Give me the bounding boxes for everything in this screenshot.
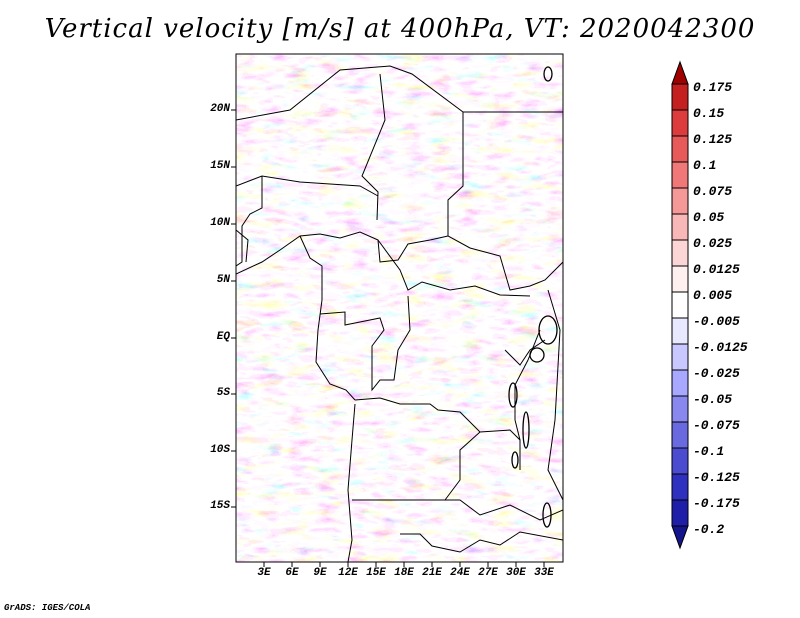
- colorbar-label: -0.025: [693, 366, 740, 381]
- colorbar-label: -0.0125: [693, 340, 748, 355]
- axis-ticks: [231, 109, 545, 567]
- lon-label: 12E: [338, 567, 358, 579]
- lat-label: 5N: [216, 274, 230, 286]
- colorbar-segment: [671, 369, 689, 397]
- velocity-noise-layer: [236, 54, 563, 562]
- colorbar-segment: [671, 161, 689, 189]
- colorbar-label: 0.15: [693, 106, 725, 121]
- colorbar-label: 0.05: [693, 210, 725, 225]
- credit-text: GrADS: IGES/COLA: [4, 603, 91, 613]
- colorbar-label: -0.005: [693, 314, 740, 329]
- lon-label: 33E: [534, 567, 554, 579]
- lon-label: 15E: [366, 567, 386, 579]
- lon-label: 24E: [450, 567, 470, 579]
- colorbar-label: 0.075: [693, 184, 733, 199]
- map-title: Vertical velocity [m/s] at 400hPa, VT: 2…: [44, 14, 756, 44]
- lon-label: 21E: [422, 567, 442, 579]
- colorbar-arrow-top: [671, 60, 689, 85]
- colorbar-segment: [671, 291, 689, 319]
- lon-label: 6E: [285, 567, 299, 579]
- lon-label: 30E: [506, 567, 526, 579]
- colorbar-segment: [671, 473, 689, 501]
- lat-label: 5S: [216, 387, 230, 399]
- lat-label: 10S: [210, 444, 230, 456]
- colorbar: [671, 60, 689, 550]
- lat-label: EQ: [216, 331, 230, 343]
- colorbar-segment: [671, 109, 689, 137]
- lon-label: 18E: [394, 567, 414, 579]
- colorbar-label: 0.0125: [693, 262, 740, 277]
- country-borders: [236, 65, 563, 562]
- colorbar-label: -0.125: [693, 470, 740, 485]
- lat-label: 15N: [210, 160, 230, 172]
- colorbar-segment: [671, 421, 689, 449]
- colorbar-segment: [671, 265, 689, 293]
- colorbar-segment: [671, 395, 689, 423]
- colorbar-label: 0.1: [693, 158, 717, 173]
- colorbar-segment: [671, 343, 689, 371]
- colorbar-label: 0.005: [693, 288, 733, 303]
- colorbar-segment: [671, 447, 689, 475]
- colorbar-label: 0.025: [693, 236, 733, 251]
- lat-label: 10N: [210, 217, 230, 229]
- colorbar-label: -0.175: [693, 496, 740, 511]
- lat-label: 20N: [210, 103, 230, 115]
- lat-label: 15S: [210, 500, 230, 512]
- colorbar-label: -0.1: [693, 444, 725, 459]
- colorbar-segment: [671, 83, 689, 111]
- lon-label: 9E: [313, 567, 327, 579]
- lakes: [508, 66, 558, 528]
- colorbar-segment: [671, 213, 689, 241]
- velocity-field: [236, 54, 563, 562]
- lon-label: 3E: [257, 567, 271, 579]
- lon-label: 27E: [478, 567, 498, 579]
- colorbar-arrow-bottom: [671, 525, 689, 550]
- colorbar-segment: [671, 239, 689, 267]
- colorbar-segment: [671, 499, 689, 527]
- plot-frame: [235, 53, 564, 563]
- colorbar-segment: [671, 317, 689, 345]
- colorbar-label: -0.05: [693, 392, 733, 407]
- colorbar-label: 0.125: [693, 132, 733, 147]
- colorbar-label: -0.2: [693, 522, 725, 537]
- colorbar-label: -0.075: [693, 418, 740, 433]
- colorbar-segment: [671, 187, 689, 215]
- colorbar-segment: [671, 135, 689, 163]
- colorbar-label: 0.175: [693, 80, 733, 95]
